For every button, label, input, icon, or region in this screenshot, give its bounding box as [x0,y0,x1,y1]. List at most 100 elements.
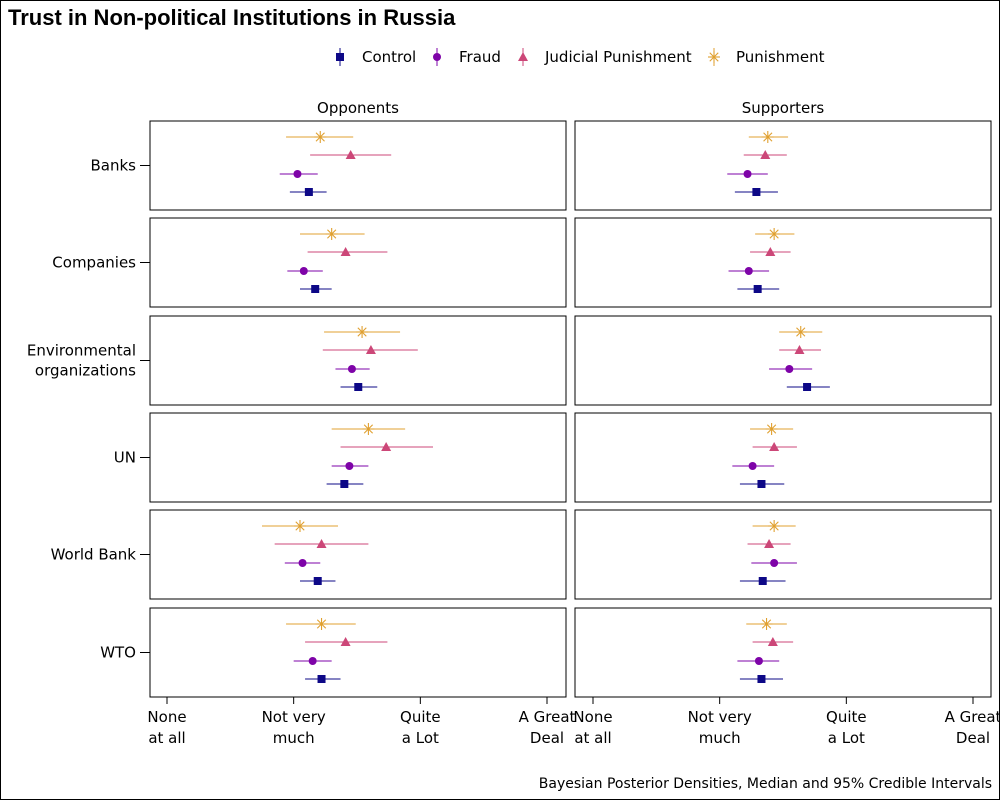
plot-panels: Opponents Supporters [149,99,992,698]
point-judicial-punishment [274,539,369,548]
panel-border [149,217,567,308]
panel-border [149,315,567,406]
median-asterisk-marker [765,423,778,435]
median-triangle-marker [760,150,771,159]
point-fraud [769,365,813,373]
point-control [739,480,785,488]
point-punishment [779,326,823,338]
legend-item-punishment: Punishment [708,48,825,66]
median-square-marker [757,675,766,683]
panel-supporters-wto [574,607,992,698]
point-fraud [727,170,768,178]
median-triangle-marker [767,637,778,646]
panel-border [574,412,992,503]
x-tick-label-quite-a-lot: Quite a Lot [826,708,867,747]
median-asterisk-marker [362,423,375,435]
point-control [340,383,378,391]
point-judicial-punishment [305,637,388,646]
point-judicial-punishment [752,442,797,451]
legend-key-asterisk-marker [708,51,720,63]
median-triangle-marker [316,539,327,548]
point-fraud [287,267,323,275]
point-fraud [732,462,775,470]
y-axis-labels: Banks Companies Environmental organizations… [27,157,150,662]
median-asterisk-marker [768,228,781,240]
point-punishment [748,131,789,143]
point-control [739,577,786,585]
median-circle-marker [785,365,794,373]
median-asterisk-marker [315,618,328,630]
panel-supporters-environmental-organizations [574,315,992,406]
point-control [737,285,780,293]
x-tick-label-a-great-deal: A Great Deal [945,708,1000,747]
panel-supporters-banks [574,120,992,211]
chart-title: Trust in Non-political Institutions in R… [8,5,456,30]
legend-label: Judicial Punishment [544,48,692,66]
median-circle-marker [345,462,354,470]
median-triangle-marker [340,637,351,646]
median-asterisk-marker [760,618,773,630]
panel-opponents-banks [149,120,567,211]
point-punishment [755,228,795,240]
panel-border [149,120,567,211]
median-triangle-marker [345,150,356,159]
point-fraud [737,657,780,665]
legend: Control Fraud Judicial Punishment Punishmen… [336,48,825,66]
legend-key-triangle-marker [518,52,528,61]
median-circle-marker [308,657,317,665]
median-asterisk-marker [794,326,807,338]
facet-strip-opponents: Opponents [317,99,399,117]
point-control [289,188,327,196]
median-circle-marker [298,559,307,567]
median-triangle-marker [764,539,775,548]
point-control [739,675,783,683]
median-square-marker [753,285,762,293]
point-control [786,383,830,391]
median-circle-marker [347,365,356,373]
panel-supporters-world-bank [574,509,992,600]
y-tick-label-world-bank: World Bank [51,546,137,564]
median-circle-marker [299,267,308,275]
median-asterisk-marker [325,228,338,240]
median-asterisk-marker [314,131,327,143]
panel-opponents-world-bank [149,509,567,600]
point-punishment [286,618,356,630]
panel-opponents-wto [149,607,567,698]
panel-border [149,412,567,503]
point-judicial-punishment [340,442,433,451]
y-tick-label-wto: WTO [100,644,136,662]
legend-item-fraud: Fraud [433,48,501,66]
point-punishment [262,520,338,532]
median-square-marker [340,480,349,488]
median-triangle-marker [381,442,392,451]
y-tick-label-un: UN [114,449,136,467]
panel-border [149,607,567,698]
point-fraud [751,559,797,567]
legend-label: Punishment [736,48,825,66]
point-control [300,285,332,293]
point-fraud [293,657,332,665]
median-square-marker [752,188,761,196]
median-circle-marker [770,559,779,567]
median-square-marker [311,285,320,293]
point-fraud [728,267,770,275]
panel-border [574,120,992,211]
point-judicial-punishment [322,345,418,354]
median-square-marker [317,675,326,683]
x-tick-label-not-very-much: Not very much [688,708,752,747]
median-asterisk-marker [356,326,369,338]
point-judicial-punishment [752,637,794,646]
median-square-marker [313,577,322,585]
panel-opponents-companies [149,217,567,308]
x-axis: None at all Not very much Quite a Lot A Great D… [147,697,1000,747]
point-judicial-punishment [779,345,821,354]
chart-caption: Bayesian Posterior Densities, Median and… [539,776,992,792]
point-fraud [279,170,318,178]
x-tick-label-quite-a-lot: Quite a Lot [400,708,441,747]
point-fraud [284,559,321,567]
legend-key-circle-marker [433,53,441,61]
point-judicial-punishment [747,539,791,548]
point-punishment [286,131,354,143]
x-tick-label-a-great-deal: A Great Deal [519,708,576,747]
panel-border [574,315,992,406]
